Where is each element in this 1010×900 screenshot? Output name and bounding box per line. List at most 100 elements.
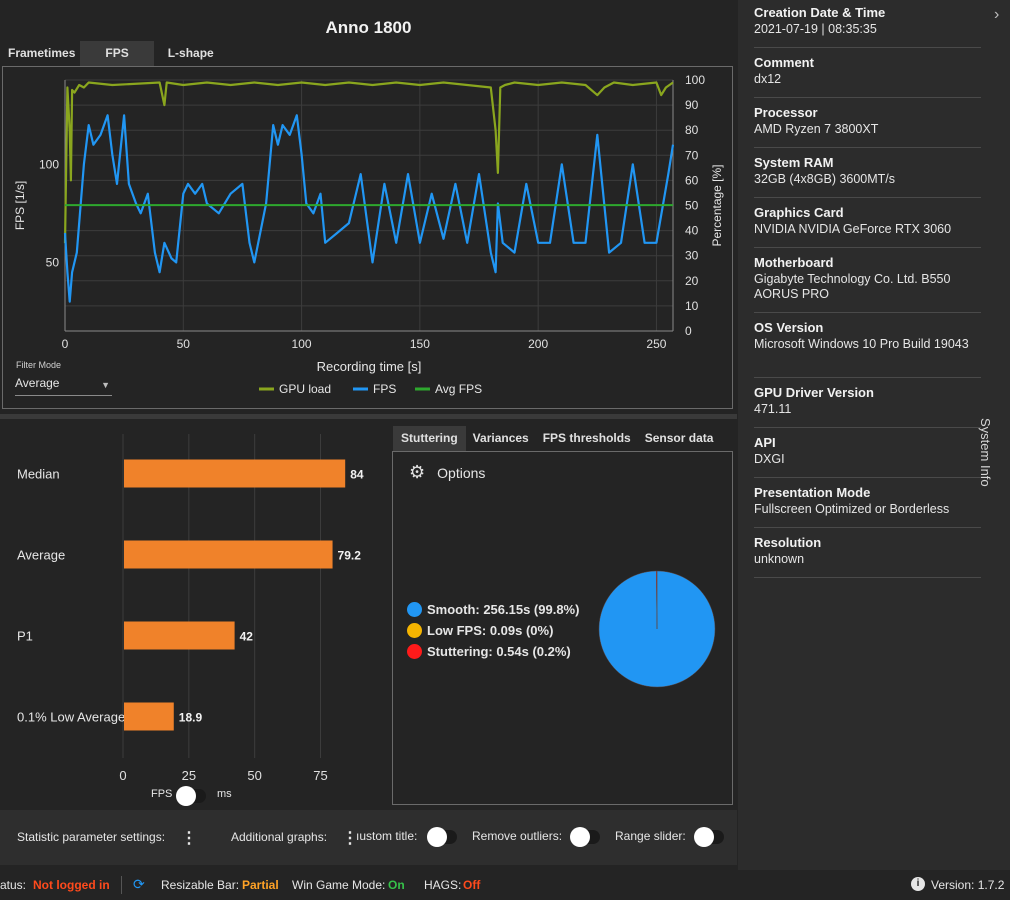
hags-label: HAGS: xyxy=(424,878,462,892)
legend-item-low-fps: Low FPS: 0.09s (0%) xyxy=(407,620,579,641)
tab-frametimes[interactable]: Frametimes xyxy=(8,46,76,60)
system-info-item: Presentation Mode Fullscreen Optimized or… xyxy=(754,485,981,528)
legend-item[interactable]: GPU load xyxy=(259,382,331,396)
system-info-item: OS Version Microsoft Windows 10 Pro Build… xyxy=(754,320,981,378)
toggle-knob xyxy=(427,827,447,847)
legend-label: Low FPS: 0.09s (0%) xyxy=(427,623,554,638)
stuttering-panel: ⚙ Options Smooth: 256.15s (99.8%) Low FP… xyxy=(392,451,733,805)
x-tick-label: 75 xyxy=(313,768,327,783)
options-label: Options xyxy=(437,464,486,481)
system-info-value: Microsoft Windows 10 Pro Build 19043 xyxy=(754,337,969,351)
resizable-bar-label: Resizable Bar: xyxy=(161,878,240,892)
custom-title-label: ıustom title: xyxy=(356,829,418,843)
unit-toggle[interactable] xyxy=(176,786,206,806)
x-tick-label: 0 xyxy=(62,337,69,351)
options-button[interactable]: ⚙ Options xyxy=(409,462,485,483)
y-tick-label: 100 xyxy=(39,157,59,171)
legend-label: GPU load xyxy=(279,382,331,396)
x-tick-label: 150 xyxy=(410,337,430,351)
system-info-key: Processor xyxy=(754,105,818,120)
y-right-tick-label: 60 xyxy=(685,173,699,187)
stuttering-legend: Smooth: 256.15s (99.8%) Low FPS: 0.09s (… xyxy=(407,599,579,662)
system-info-key: Motherboard xyxy=(754,255,834,270)
system-info-value: unknown xyxy=(754,552,805,566)
legend-label: FPS xyxy=(373,382,396,396)
gear-icon: ⚙ xyxy=(409,462,426,482)
bar-value-label: 79.2 xyxy=(338,549,362,563)
x-axis-label: Recording time [s] xyxy=(317,359,422,374)
x-tick-label: 100 xyxy=(292,337,312,351)
system-info-item: Resolution unknown xyxy=(754,535,981,578)
system-info-item: System RAM 32GB (4x8GB) 3600MT/s xyxy=(754,155,981,198)
range-slider-toggle[interactable] xyxy=(694,827,724,847)
series-line-gpu-load xyxy=(63,81,674,244)
legend-item[interactable]: FPS xyxy=(353,382,396,396)
resizable-bar-value: Partial xyxy=(242,878,279,892)
panel-divider[interactable] xyxy=(0,414,737,419)
pie-slice-stuttering xyxy=(656,570,658,630)
y-right-tick-label: 20 xyxy=(685,274,699,288)
system-info-value: 2021-07-19 | 08:35:35 xyxy=(754,22,877,36)
system-info-item: GPU Driver Version 471.11 xyxy=(754,385,981,428)
y-right-tick-label: 30 xyxy=(685,249,699,263)
chevron-down-icon: ▼ xyxy=(101,380,110,390)
custom-title-toggle[interactable] xyxy=(427,827,457,847)
additional-graphs-menu-icon[interactable]: ⋮ xyxy=(342,830,358,847)
x-tick-label: 25 xyxy=(182,768,196,783)
category-label: Average xyxy=(17,548,65,563)
legend-item[interactable]: Avg FPS xyxy=(415,382,482,396)
y-right-tick-label: 0 xyxy=(685,324,692,338)
tab-sensor-data[interactable]: Sensor data xyxy=(644,431,714,445)
x-tick-label: 200 xyxy=(528,337,548,351)
system-info-value: 471.11 xyxy=(754,402,792,416)
system-info-item: Comment dx12 xyxy=(754,55,981,98)
tab-fps[interactable]: FPS xyxy=(80,41,154,66)
x-tick-label: 0 xyxy=(119,768,126,783)
win-game-mode-label: Win Game Mode: xyxy=(292,878,386,892)
legend-label: Avg FPS xyxy=(435,382,482,396)
system-info-key: Graphics Card xyxy=(754,205,844,220)
filter-mode-value: Average xyxy=(15,376,60,390)
y-tick-label: 50 xyxy=(46,255,60,269)
status-divider xyxy=(121,876,122,894)
system-info-value: Fullscreen Optimized or Borderless xyxy=(754,502,950,516)
login-status-value[interactable]: Not logged in xyxy=(33,878,110,892)
system-info-value: NVIDIA NVIDIA GeForce RTX 3060 xyxy=(754,222,952,236)
system-info-item: Creation Date & Time 2021-07-19 | 08:35:3… xyxy=(754,5,981,48)
analysis-tabs: Stuttering Variances FPS thresholds Sens… xyxy=(393,426,720,451)
unit-fps-label: FPS xyxy=(151,788,173,800)
system-info-key: Comment xyxy=(754,55,814,70)
toggle-knob xyxy=(176,786,196,806)
system-info-key: System RAM xyxy=(754,155,834,170)
tab-variances[interactable]: Variances xyxy=(472,431,529,445)
bottom-settings-bar: Statistic parameter settings: ⋮ Addition… xyxy=(0,810,737,865)
tab-stuttering[interactable]: Stuttering xyxy=(393,426,466,451)
tab-fps-thresholds[interactable]: FPS thresholds xyxy=(542,431,631,445)
chevron-right-icon[interactable]: › xyxy=(994,6,1000,23)
statistic-settings-menu-icon[interactable]: ⋮ xyxy=(181,830,197,847)
statistics-bar-chart: 0 25 50 75 Median 84 Average 79.2 P1 42 0.1% Low A… xyxy=(17,434,364,783)
filter-mode-select[interactable]: Average ▼ xyxy=(15,374,112,396)
remove-outliers-toggle[interactable] xyxy=(570,827,600,847)
y-axis-label: FPS [1/s] xyxy=(13,181,27,230)
refresh-icon[interactable]: ⟳ xyxy=(133,876,145,892)
range-slider-label: Range slider: xyxy=(615,829,686,843)
info-icon[interactable]: i xyxy=(911,877,925,891)
y-right-tick-label: 90 xyxy=(685,98,699,112)
legend-dot xyxy=(407,623,422,638)
bar-value-label: 42 xyxy=(240,630,254,644)
bar xyxy=(124,540,333,569)
tab-l-shape[interactable]: L-shape xyxy=(167,46,214,60)
system-info-side-label[interactable]: System Info xyxy=(978,418,993,487)
y-right-tick-label: 10 xyxy=(685,299,699,313)
system-info-item: API DXGI xyxy=(754,435,981,478)
additional-graphs-label: Additional graphs: xyxy=(231,830,328,844)
main-panel: Anno 1800 Frametimes FPS L-shape 0 50 100 1… xyxy=(0,18,737,865)
system-info-value: dx12 xyxy=(754,72,782,86)
system-info-item: Processor AMD Ryzen 7 3800XT xyxy=(754,105,981,148)
stuttering-pie-chart xyxy=(598,570,716,688)
fps-chart[interactable]: 0 50 100 150 200 250 0 10 20 30 40 50 60 70 80 90 100 50 1… xyxy=(3,67,732,408)
y-right-tick-label: 50 xyxy=(685,199,699,213)
unit-toggle-group: FPS ms xyxy=(151,788,232,800)
x-tick-label: 50 xyxy=(177,337,191,351)
